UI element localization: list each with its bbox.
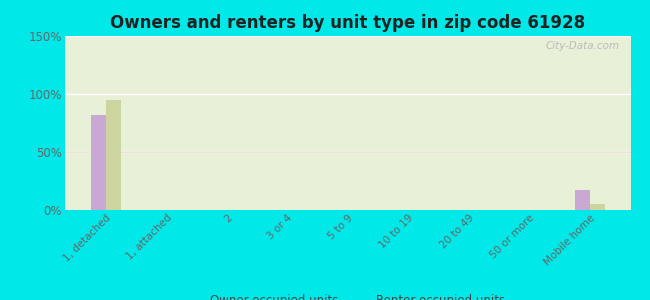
Title: Owners and renters by unit type in zip code 61928: Owners and renters by unit type in zip c… bbox=[111, 14, 585, 32]
Legend: Owner occupied units, Renter occupied units: Owner occupied units, Renter occupied un… bbox=[185, 289, 510, 300]
Bar bbox=[590, 204, 605, 210]
Bar bbox=[575, 190, 590, 210]
Bar bbox=[106, 100, 121, 210]
Bar bbox=[91, 115, 106, 210]
Text: City-Data.com: City-Data.com bbox=[545, 41, 619, 51]
